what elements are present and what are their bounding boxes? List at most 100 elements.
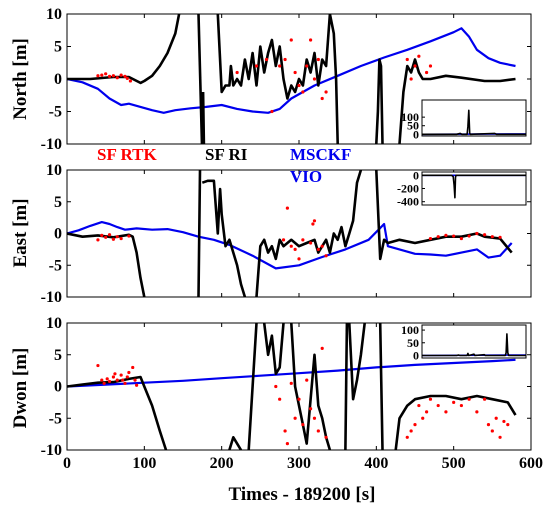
north-inset-frame bbox=[421, 99, 527, 137]
down-sf-rtk-point bbox=[490, 429, 494, 433]
east-sf-rtk-point bbox=[100, 233, 104, 238]
east-sf-rtk-point bbox=[475, 231, 479, 236]
north-sf-rtk-point bbox=[235, 70, 239, 75]
north-inset-background bbox=[422, 100, 526, 136]
down-sf-rtk-point bbox=[297, 397, 301, 401]
down-sf-rtk-point bbox=[428, 397, 433, 401]
east-sf-rtk-point bbox=[483, 233, 487, 237]
east-sf-rtk-point bbox=[459, 236, 463, 241]
x-axis-label: Times - 189200 [s] bbox=[229, 484, 376, 505]
down-sf-rtk-point bbox=[413, 423, 417, 427]
down-sf-rtk-point bbox=[320, 346, 324, 350]
north-sf-rtk-point bbox=[316, 57, 320, 62]
down-sf-rtk-point bbox=[452, 400, 456, 404]
down-sf-rtk-point bbox=[444, 410, 448, 414]
down-inset-background bbox=[422, 325, 526, 358]
east-sf-rtk-point bbox=[119, 236, 123, 241]
north-sf-rtk-point bbox=[100, 73, 104, 77]
north-ytick-label: -10 bbox=[41, 136, 62, 153]
east-sf-rtk-point bbox=[104, 235, 108, 239]
down-sf-rtk-point bbox=[133, 378, 137, 382]
down-sf-rtk-point bbox=[506, 423, 510, 427]
east-sf-rtk-point bbox=[312, 219, 317, 223]
down-sf-rtk-point bbox=[283, 429, 287, 433]
east-sf-rtk-point bbox=[467, 234, 471, 238]
down-sf-rtk-point bbox=[135, 383, 139, 387]
down-sf-rtk-point bbox=[107, 379, 112, 384]
down-sf-rtk-point bbox=[425, 410, 429, 414]
north-sf-rtk-point bbox=[425, 70, 429, 75]
north-sf-rtk-point bbox=[293, 70, 297, 75]
east-sf-rtk-point bbox=[436, 235, 440, 239]
legend-vio: VIO bbox=[290, 167, 322, 186]
east-ytick-label: 0 bbox=[54, 226, 62, 243]
north-sf-rtk-point bbox=[409, 77, 413, 81]
y-axis-label-north: North [m] bbox=[10, 38, 31, 120]
down-sf-rtk-markers bbox=[96, 346, 510, 446]
north-sf-rtk-point bbox=[289, 38, 293, 42]
down-sf-rtk-point bbox=[316, 429, 320, 433]
north-sf-rtk-point bbox=[96, 74, 100, 78]
east-sf-rtk-point bbox=[320, 244, 324, 248]
east-msckf-vio-line bbox=[67, 221, 513, 270]
down-sf-rtk-point bbox=[113, 372, 117, 376]
north-ytick-label: -5 bbox=[49, 104, 62, 121]
north-sf-ri-line bbox=[67, 14, 516, 144]
xtick-label: 600 bbox=[519, 455, 543, 472]
north-sf-rtk-point bbox=[104, 72, 108, 76]
legend-sf-ri: SF RI bbox=[205, 145, 248, 164]
down-sf-rtk-point bbox=[115, 378, 119, 382]
east-inset-sf-ri-line bbox=[422, 174, 526, 199]
north-sf-rtk-point bbox=[107, 74, 112, 78]
north-inset-ytick-label: 100 bbox=[401, 110, 419, 124]
north-sf-rtk-point bbox=[305, 64, 309, 68]
east-ytick-label: -5 bbox=[49, 257, 62, 274]
xtick-label: 500 bbox=[442, 455, 466, 472]
east-sf-rtk-point bbox=[324, 254, 328, 258]
down-sf-rtk-point bbox=[96, 363, 100, 368]
east-inset-background bbox=[422, 172, 526, 205]
north-sf-rtk-markers bbox=[96, 38, 433, 114]
legend-sf-rtk: SF RTK bbox=[97, 145, 157, 164]
east-sf-rtk-point bbox=[444, 233, 448, 238]
north-sf-rtk-point bbox=[405, 57, 409, 62]
east-sf-rtk-point bbox=[107, 233, 112, 237]
east-sf-rtk-point bbox=[498, 235, 502, 239]
east-sf-rtk-point bbox=[452, 234, 456, 238]
down-inset-sf-ri-line bbox=[422, 333, 526, 357]
north-sf-rtk-point bbox=[283, 57, 287, 62]
east-sf-rtk-point bbox=[111, 237, 115, 241]
down-sf-rtk-point bbox=[278, 397, 282, 401]
down-sf-rtk-point bbox=[459, 403, 463, 408]
y-axis-label-east: East [m] bbox=[10, 198, 31, 267]
down-sf-rtk-point bbox=[125, 375, 129, 379]
down-sf-rtk-point bbox=[417, 403, 421, 408]
north-sf-rtk-point bbox=[301, 90, 305, 94]
xtick-label: 0 bbox=[63, 455, 71, 472]
east-sf-rtk-point bbox=[289, 244, 293, 248]
legend-msckf: MSCKF bbox=[290, 145, 351, 164]
north-sf-rtk-point bbox=[312, 77, 317, 81]
down-sf-rtk-point bbox=[309, 407, 313, 411]
down-ytick-label: 10 bbox=[46, 315, 62, 332]
north-sf-rtk-point bbox=[297, 83, 301, 88]
east-sf-rtk-point bbox=[311, 222, 315, 226]
north-sf-rtk-point bbox=[123, 74, 127, 78]
north-sf-rtk-point bbox=[254, 64, 259, 68]
down-sf-rtk-point bbox=[123, 381, 127, 385]
down-sf-rtk-point bbox=[102, 381, 106, 385]
north-sf-rtk-point bbox=[128, 79, 133, 83]
down-sf-rtk-point bbox=[121, 378, 125, 382]
down-ytick-label: 5 bbox=[54, 347, 62, 364]
xtick-label: 400 bbox=[364, 455, 388, 472]
down-sf-rtk-point bbox=[111, 375, 115, 379]
north-sf-rtk-point bbox=[278, 64, 282, 68]
down-inset-frame bbox=[421, 324, 527, 359]
down-sf-rtk-point bbox=[405, 435, 409, 439]
down-sf-rtk-point bbox=[285, 442, 289, 446]
east-inset-ytick-label: -200 bbox=[397, 182, 419, 196]
north-inset-sf-ri-line bbox=[422, 109, 526, 136]
